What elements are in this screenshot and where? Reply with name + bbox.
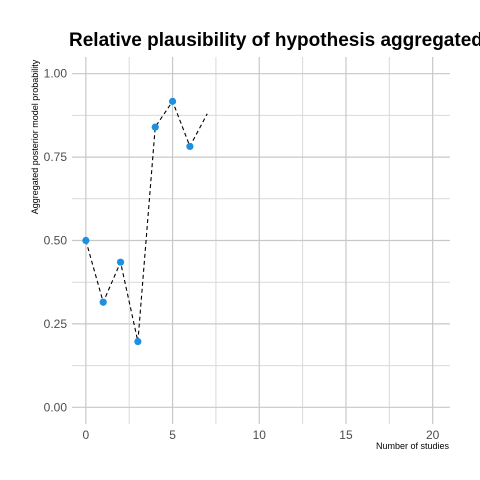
data-point (168, 97, 177, 105)
y-tick-label: 1.00 (44, 67, 68, 81)
x-tick-label: 5 (169, 428, 176, 442)
data-point (134, 337, 142, 346)
y-tick-labels: 0.00 0.25 0.50 0.75 1.00 (44, 67, 68, 415)
data-point (99, 298, 107, 306)
x-axis-title: Number of studies (376, 441, 450, 451)
grid-lines (72, 57, 450, 424)
x-tick-label: 20 (426, 428, 440, 442)
data-point (151, 123, 159, 131)
x-tick-label: 15 (339, 428, 353, 442)
data-points (82, 97, 194, 346)
chart-title: Relative plausibility of hypothesis aggr… (69, 30, 480, 51)
data-point (116, 258, 125, 266)
series-line (85, 100, 208, 342)
y-tick-label: 0.00 (44, 400, 68, 414)
data-point (82, 236, 90, 245)
y-tick-label: 0.25 (44, 317, 68, 331)
y-axis-title: Aggregated posterior model probability (30, 59, 40, 214)
y-tick-label: 0.75 (44, 150, 68, 164)
x-tick-labels: 0 5 10 15 20 (83, 428, 440, 442)
x-tick-label: 0 (83, 428, 90, 442)
y-tick-label: 0.50 (44, 234, 68, 248)
x-tick-label: 10 (253, 428, 267, 442)
series-lines (85, 100, 208, 342)
data-point (186, 142, 194, 151)
